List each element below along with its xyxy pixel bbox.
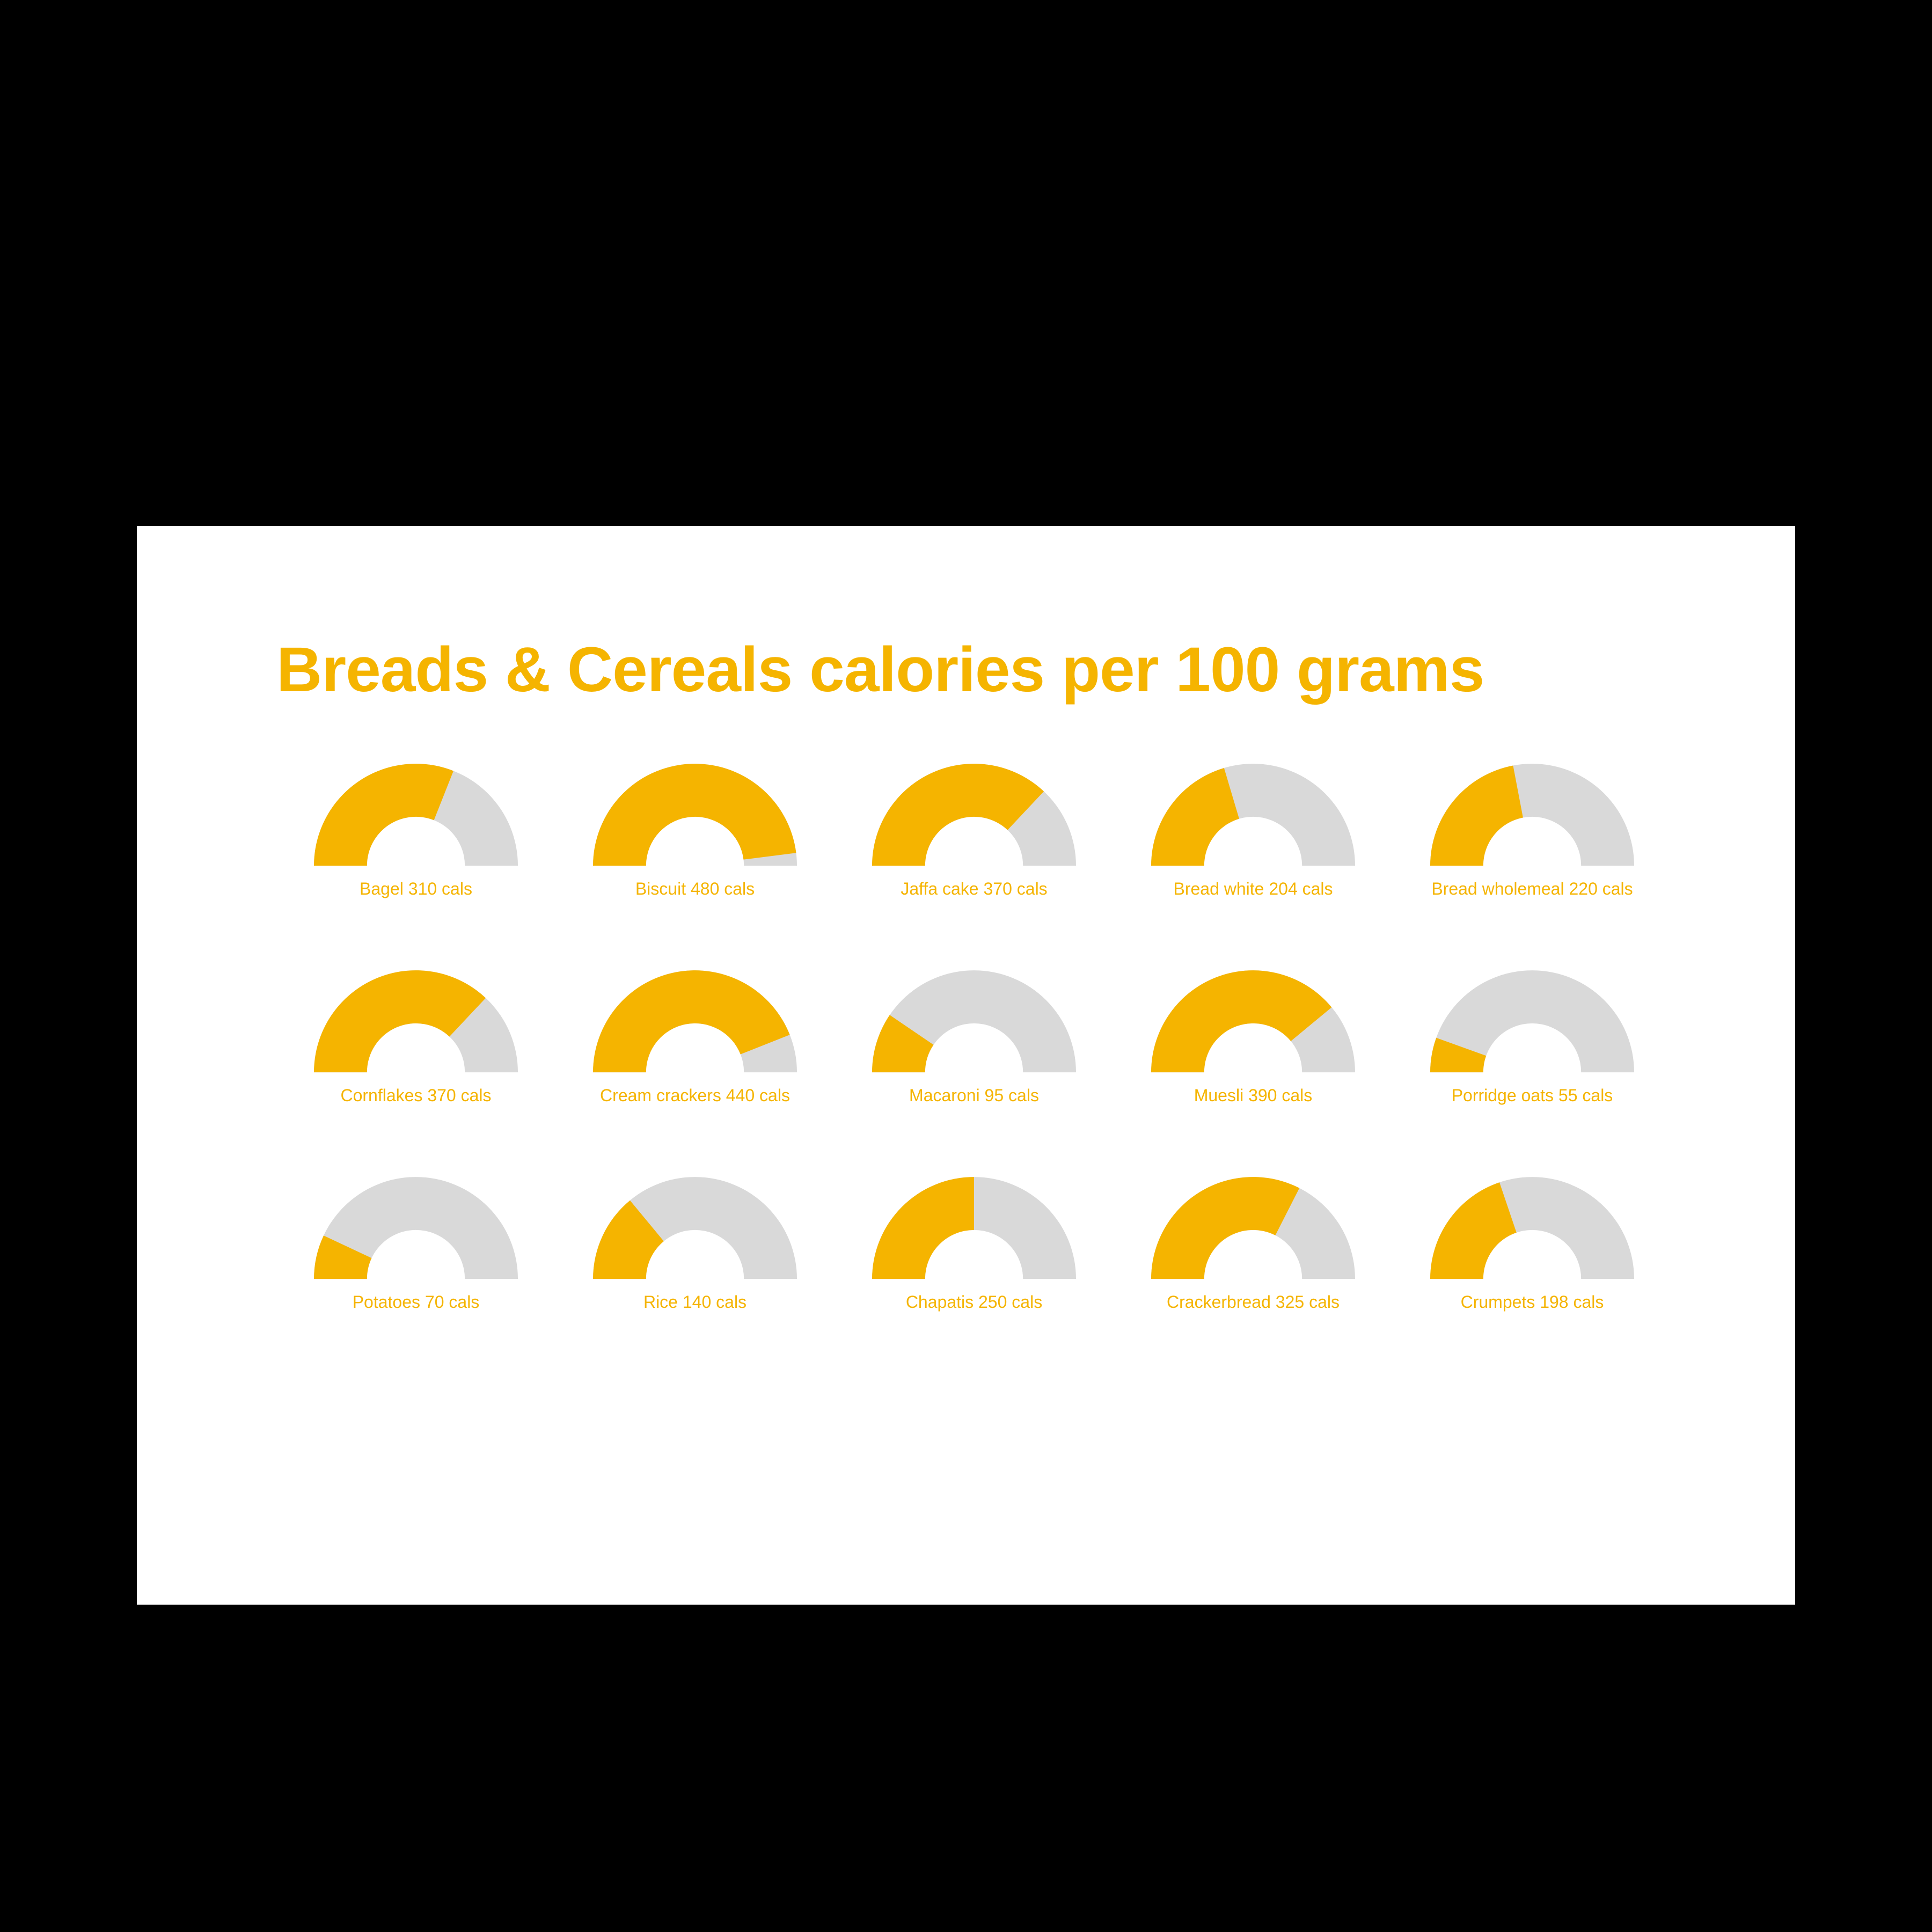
gauge-label: Jaffa cake 370 cals (901, 879, 1047, 899)
gauge-label: Chapatis 250 cals (906, 1292, 1042, 1312)
gauge-cell: Jaffa cake 370 cals (845, 762, 1103, 899)
gauge-label: Crumpets 198 cals (1461, 1292, 1604, 1312)
half-donut-gauge (314, 1175, 518, 1283)
gauge-label: Crackerbread 325 cals (1167, 1292, 1340, 1312)
half-donut-gauge (314, 762, 518, 869)
gauge-cell: Biscuit 480 cals (566, 762, 824, 899)
gauge-fill (872, 1177, 974, 1279)
gauge-fill (1151, 768, 1239, 866)
gauge-fill (1430, 1182, 1517, 1279)
half-donut-gauge (1151, 969, 1355, 1076)
gauge-grid: Bagel 310 cals Biscuit 480 cals Jaffa cake… (287, 762, 1661, 1312)
gauge-label: Macaroni 95 cals (909, 1086, 1039, 1106)
gauge-label: Rice 140 cals (643, 1292, 747, 1312)
half-donut-gauge (1430, 762, 1634, 869)
gauge-cell: Potatoes 70 cals (287, 1175, 545, 1312)
half-donut-gauge (593, 762, 797, 869)
gauge-label: Bagel 310 cals (360, 879, 472, 899)
half-donut-gauge (1430, 1175, 1634, 1283)
half-donut-gauge (872, 969, 1076, 1076)
gauge-label: Muesli 390 cals (1194, 1086, 1313, 1106)
gauge-fill (593, 764, 796, 866)
gauge-cell: Porridge oats 55 cals (1403, 969, 1661, 1106)
half-donut-gauge (593, 1175, 797, 1283)
gauge-cell: Macaroni 95 cals (845, 969, 1103, 1106)
gauge-cell: Bread wholemeal 220 cals (1403, 762, 1661, 899)
gauge-label: Potatoes 70 cals (353, 1292, 480, 1312)
half-donut-gauge (593, 969, 797, 1076)
gauge-fill (872, 764, 1044, 866)
gauge-label: Bread white 204 cals (1173, 879, 1333, 899)
gauge-cell: Crackerbread 325 cals (1124, 1175, 1382, 1312)
gauge-cell: Muesli 390 cals (1124, 969, 1382, 1106)
page-title: Breads & Cereals calories per 100 grams (276, 633, 1484, 706)
gauge-cell: Bread white 204 cals (1124, 762, 1382, 899)
gauge-cell: Bagel 310 cals (287, 762, 545, 899)
half-donut-gauge (314, 969, 518, 1076)
gauge-cell: Cream crackers 440 cals (566, 969, 824, 1106)
gauge-label: Bread wholemeal 220 cals (1431, 879, 1633, 899)
chart-panel: Breads & Cereals calories per 100 grams … (137, 526, 1795, 1605)
gauge-label: Biscuit 480 cals (635, 879, 755, 899)
half-donut-gauge (872, 762, 1076, 869)
half-donut-gauge (872, 1175, 1076, 1283)
gauge-fill (1430, 765, 1523, 866)
gauge-fill (314, 970, 486, 1072)
gauge-cell: Chapatis 250 cals (845, 1175, 1103, 1312)
gauge-fill (1151, 1177, 1299, 1279)
gauge-label: Cream crackers 440 cals (600, 1086, 790, 1106)
half-donut-gauge (1430, 969, 1634, 1076)
gauge-label: Porridge oats 55 cals (1452, 1086, 1613, 1106)
half-donut-gauge (1151, 762, 1355, 869)
gauge-fill (314, 764, 453, 866)
gauge-label: Cornflakes 370 cals (340, 1086, 491, 1106)
gauge-cell: Crumpets 198 cals (1403, 1175, 1661, 1312)
gauge-cell: Cornflakes 370 cals (287, 969, 545, 1106)
half-donut-gauge (1151, 1175, 1355, 1283)
gauge-cell: Rice 140 cals (566, 1175, 824, 1312)
